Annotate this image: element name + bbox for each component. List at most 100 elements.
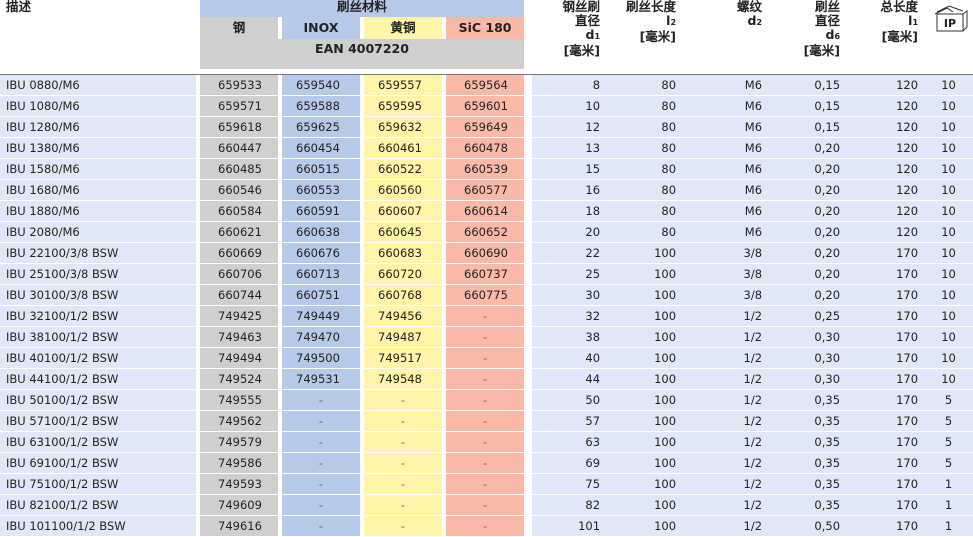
column-gap [196,347,200,369]
cell-ip: 10 [924,158,973,180]
column-gap [524,158,533,180]
cell-d2: M6 [682,74,769,96]
cell-sic: 660690 [446,242,525,264]
cell-l2: 100 [606,242,683,264]
cell-brass: 660461 [364,137,442,159]
cell-d1: 13 [532,137,607,159]
cell-l2: 100 [606,389,683,411]
column-gap [442,137,446,159]
cell-d1: 18 [532,200,607,222]
cell-steel: 749593 [200,473,278,495]
cell-inox: 749500 [282,347,360,369]
cell-d1: 32 [532,305,607,327]
cell-description: IBU 101100/1/2 BSW [0,515,196,537]
column-gap [360,305,364,327]
column-gap [196,179,200,201]
column-gap [524,431,533,453]
table-row: IBU 40100/1/2 BSW 749494 749500 749517-40 10… [0,347,973,369]
cell-d1: 44 [532,368,607,390]
cell-inox: - [282,494,360,516]
column-gap [442,305,446,327]
column-gap [442,347,446,369]
cell-d6: 0,35 [768,431,847,453]
cell-l1: 120 [846,158,925,180]
column-gap [360,368,364,390]
cell-d1: 20 [532,221,607,243]
cell-steel: 749524 [200,368,278,390]
cell-l1: 120 [846,74,925,96]
cell-brass: - [364,431,442,453]
cell-brass: 749487 [364,326,442,348]
cell-brass: 749548 [364,368,442,390]
column-gap [524,305,533,327]
cell-l2: 100 [606,347,683,369]
column-gap [360,431,364,453]
cell-d1: 50 [532,389,607,411]
cell-d2: 1/2 [682,515,769,537]
cell-steel: 660584 [200,200,278,222]
column-gap [524,494,533,516]
cell-inox: 660638 [282,221,360,243]
cell-l1: 120 [846,179,925,201]
column-gap [524,410,533,432]
cell-brass: 660720 [364,263,442,285]
cell-ip: 5 [924,431,973,453]
cell-d2: 1/2 [682,452,769,474]
table-row: IBU 82100/1/2 BSW 749609- - -82 100 1/2 0,35 17… [0,494,973,516]
column-gap [196,221,200,243]
column-gap [524,452,533,474]
cell-l2: 100 [606,263,683,285]
column-gap [524,74,533,96]
cell-d1: 69 [532,452,607,474]
cell-d2: 1/2 [682,368,769,390]
ip-box-icon: IP [934,5,968,32]
cell-d6: 0,20 [768,200,847,222]
d6-unit: [毫米] [803,43,841,58]
cell-l1: 170 [846,305,925,327]
column-gap [278,221,282,243]
cell-inox: 660553 [282,179,360,201]
cell-steel: 659571 [200,95,278,117]
table-row: IBU 32100/1/2 BSW 749425 749449 749456-32 10… [0,305,973,327]
column-gap [524,389,533,411]
d6-line2: 直径 [815,13,841,28]
column-gap [360,137,364,159]
table-row: IBU 1280/M6 659618 659625 659632 659649 12 80 M… [0,116,973,138]
l2-unit: [毫米] [639,29,677,44]
d2-symbol: d2 [747,13,763,28]
cell-d2: 1/2 [682,305,769,327]
column-gap [360,200,364,222]
cell-ip: 10 [924,95,973,117]
column-gap [196,158,200,180]
cell-d1: 38 [532,326,607,348]
cell-sic: - [446,494,525,516]
column-gap [196,494,200,516]
cell-steel: 749562 [200,410,278,432]
cell-brass: - [364,410,442,432]
cell-sic: - [446,431,525,453]
cell-d1: 30 [532,284,607,306]
column-gap [442,221,446,243]
cell-d6: 0,35 [768,389,847,411]
table-row: IBU 1880/M6 660584 660591 660607 660614 18 80 M… [0,200,973,222]
column-gap [278,179,282,201]
column-gap [524,473,533,495]
column-gap [442,452,446,474]
cell-l1: 170 [846,347,925,369]
cell-sic: - [446,473,525,495]
cell-steel: 659618 [200,116,278,138]
column-gap [360,95,364,117]
cell-l1: 170 [846,473,925,495]
cell-d2: M6 [682,137,769,159]
cell-l2: 100 [606,452,683,474]
column-gap [360,242,364,264]
cell-inox: - [282,431,360,453]
cell-ip: 1 [924,494,973,516]
d6-symbol: d6 [825,27,841,42]
cell-description: IBU 75100/1/2 BSW [0,473,196,495]
cell-d2: M6 [682,95,769,117]
cell-description: IBU 25100/3/8 BSW [0,263,196,285]
cell-l2: 100 [606,326,683,348]
cell-brass: - [364,452,442,474]
cell-d1: 10 [532,95,607,117]
